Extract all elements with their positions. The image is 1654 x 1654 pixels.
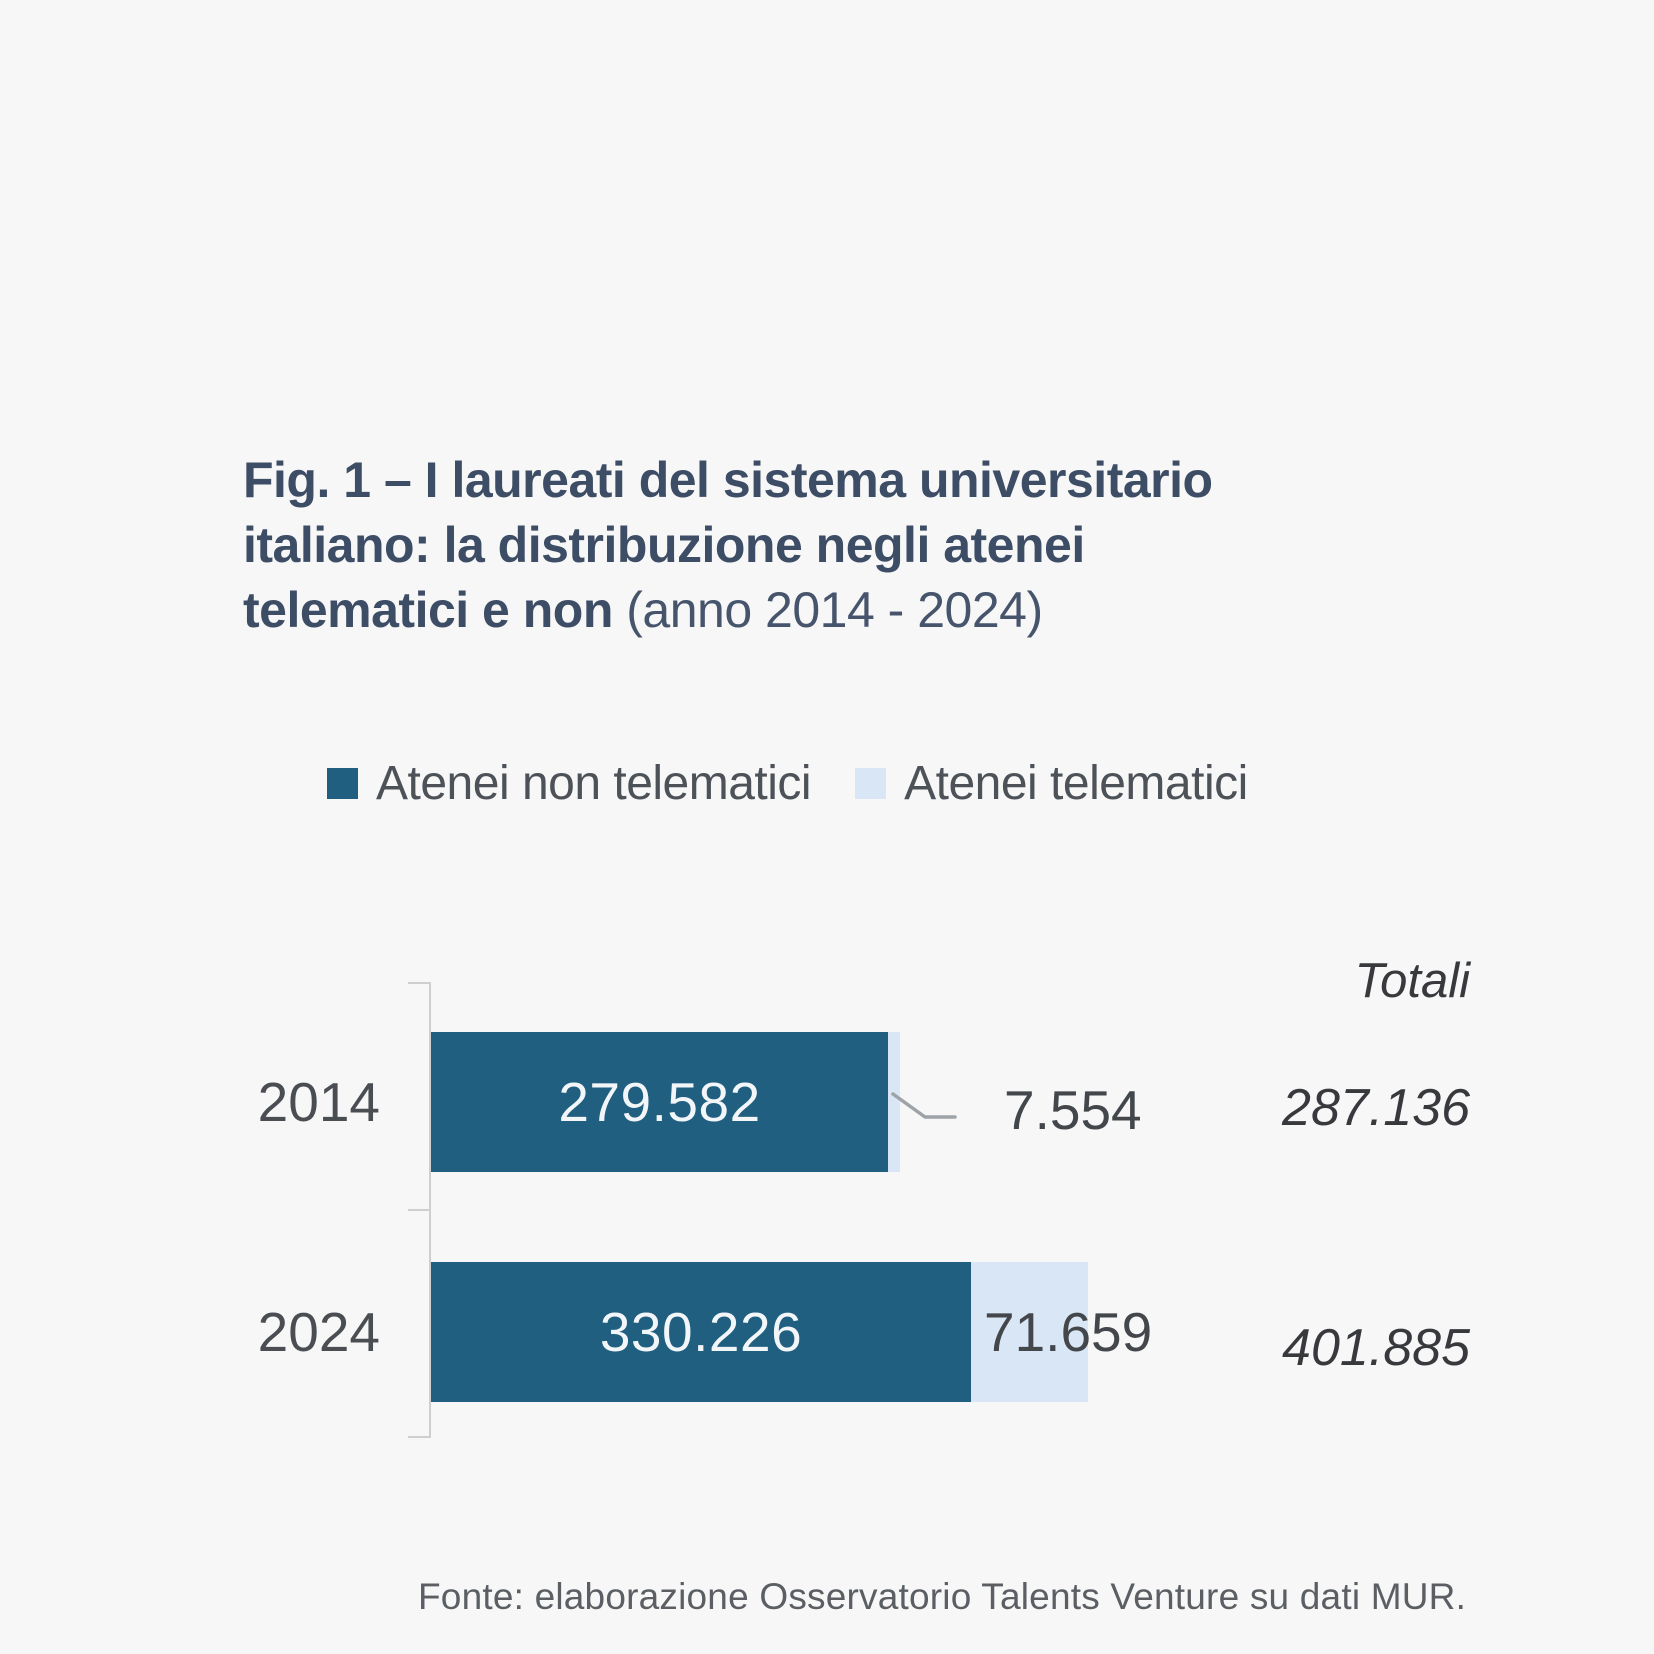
- axis-tick-middle: [408, 1209, 430, 1211]
- legend-swatch-telematici-icon: [855, 768, 887, 799]
- legend-item-atenei-non-telematici: Atenei non telematici: [327, 756, 812, 811]
- bar-value-2024-non-telematici: 330.226: [599, 1301, 803, 1363]
- bar-row-2024: 330.226: [431, 1262, 1088, 1402]
- axis-tick-bottom: [408, 1436, 430, 1438]
- legend-swatch-non-telematici-icon: [327, 768, 358, 799]
- bar-segment-2024-non-telematici: 330.226: [431, 1262, 971, 1402]
- bar-segment-2014-telematici: [888, 1032, 900, 1172]
- title-line-2: italiano: la distribuzione negli atenei: [243, 517, 1085, 573]
- title-line-1: Fig. 1 – I laureati del sistema universi…: [243, 452, 1213, 508]
- total-value-2014: 287.136: [1282, 1079, 1470, 1137]
- bar-segment-2024-telematici: [971, 1262, 1088, 1402]
- title-line-3: telematici e non (anno 2014 - 2024): [243, 578, 1433, 643]
- axis-tick-top: [408, 982, 430, 984]
- callout-line-2014-telematici: [891, 1092, 957, 1119]
- legend-label-telematici: Atenei telematici: [904, 757, 1248, 810]
- totals-column-header: Totali: [1354, 954, 1470, 1008]
- bar-value-2014-non-telematici: 279.582: [558, 1071, 761, 1133]
- source-note: Fonte: elaborazione Osservatorio Talents…: [418, 1576, 1467, 1617]
- bar-segment-2014-non-telematici: 279.582: [431, 1032, 888, 1172]
- title-line-3-suffix: (anno 2014 - 2024): [612, 582, 1043, 638]
- bar-row-2014: 279.582: [431, 1032, 900, 1172]
- legend-label-non-telematici: Atenei non telematici: [376, 757, 812, 810]
- category-label-2014: 2014: [257, 1071, 380, 1133]
- chart-legend: Atenei non telematici Atenei telematici: [327, 756, 1248, 811]
- value-label-2024-telematici: 71.659: [984, 1301, 1153, 1363]
- category-label-2024: 2024: [257, 1301, 380, 1363]
- chart-title: Fig. 1 – I laureati del sistema universi…: [243, 448, 1433, 643]
- value-label-2014-telematici: 7.554: [1004, 1079, 1142, 1141]
- y-axis-line: [429, 982, 431, 1438]
- legend-item-atenei-telematici: Atenei telematici: [855, 756, 1248, 811]
- total-value-2024: 401.885: [1282, 1319, 1470, 1377]
- title-line-3-bold: telematici e non: [243, 582, 613, 638]
